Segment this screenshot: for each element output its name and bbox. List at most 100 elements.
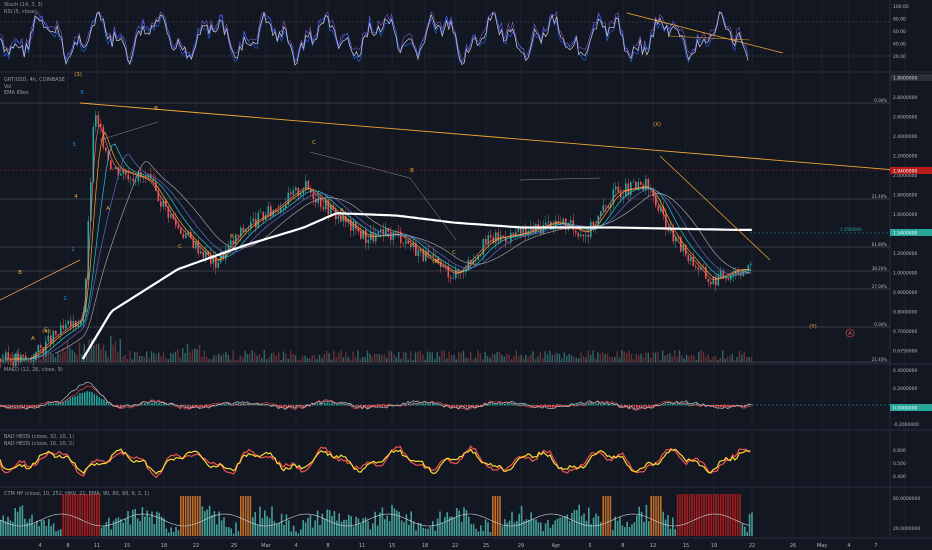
volume-bar	[251, 350, 253, 362]
volume-bar	[114, 341, 117, 362]
ctm-bar	[424, 528, 427, 536]
macd-histogram-bar	[453, 405, 456, 407]
volume-bar	[2, 353, 4, 362]
macd-histogram-bar	[504, 403, 506, 406]
ctm-bar	[242, 496, 244, 536]
volume-bar	[743, 351, 745, 362]
macd-histogram-bar	[163, 403, 165, 406]
candle-body	[275, 210, 277, 212]
bad-red-line	[0, 445, 751, 479]
volume-bar	[170, 352, 172, 362]
candle-body	[630, 182, 632, 195]
volume-bar	[201, 356, 203, 362]
time-tick-label: 5	[588, 543, 591, 549]
ctm-bar	[568, 521, 571, 536]
wave-label: (3)	[74, 72, 82, 78]
ctm-bar	[374, 511, 376, 536]
candle-body	[380, 229, 382, 232]
ctm-bar	[127, 511, 129, 536]
ctm-bar	[124, 518, 127, 536]
price-tag-red-bg	[890, 167, 932, 174]
price-tag-red: 1.9400000	[893, 169, 917, 175]
macd-histogram-bar	[492, 403, 494, 406]
volume-bar	[81, 354, 83, 362]
ctm-bar	[669, 528, 672, 536]
ctm-bar	[710, 494, 712, 536]
ctm-bar	[381, 507, 384, 536]
candle-body	[577, 232, 580, 237]
candle-body	[125, 170, 127, 175]
ctm-bar	[21, 505, 24, 536]
volume-bar	[268, 356, 270, 362]
volume-bar	[138, 355, 141, 362]
macd-histogram-bar	[693, 403, 696, 406]
ctm-axis-tick: 20.0000000	[893, 526, 920, 532]
candle-body	[55, 330, 57, 335]
macd-histogram-bar	[57, 402, 60, 406]
volume-bar	[486, 355, 489, 362]
price-pane[interactable]: 0.00% 21.40% 61.80% 38.20% 27.00% 0.00% 21.40%…	[0, 72, 932, 372]
candle-body	[140, 172, 142, 178]
candle-body	[692, 257, 695, 267]
stoch-rsi-pane[interactable]	[0, 11, 890, 66]
ctm-bar	[391, 504, 393, 536]
candle-body	[512, 232, 515, 236]
candle-body	[20, 354, 22, 362]
ctm-bar	[93, 494, 96, 536]
candle-body	[567, 222, 570, 230]
ctm-bar	[698, 494, 700, 536]
candle-body	[115, 167, 117, 170]
ctm-pane[interactable]	[0, 494, 753, 536]
ctm-bar	[650, 496, 652, 536]
time-tick-label: 4	[294, 543, 297, 549]
macd-histogram-bar	[103, 399, 105, 406]
macd-histogram-bar	[621, 405, 624, 407]
time-tick-label: May	[817, 543, 827, 549]
candle-body	[645, 178, 647, 191]
ctm-bar	[588, 507, 590, 536]
macd-histogram-bar	[532, 405, 535, 407]
candle-body	[235, 234, 237, 244]
ctm-bar	[446, 512, 448, 536]
macd-histogram-bar	[712, 405, 715, 407]
volume-bar	[47, 351, 49, 362]
volume-bar	[345, 351, 347, 362]
candle-body	[677, 236, 680, 238]
candle-body	[155, 181, 157, 191]
ctm-bar	[340, 521, 343, 536]
candle-body	[110, 160, 112, 170]
macd-histogram-bar	[364, 405, 367, 407]
candle-body	[250, 221, 252, 228]
macd-signal-line	[0, 385, 752, 411]
bad-heds-pane[interactable]	[0, 445, 751, 479]
macd-pane[interactable]	[0, 381, 890, 411]
macd-histogram-bar	[583, 404, 585, 406]
volume-bar	[575, 357, 577, 362]
ctm-bar	[532, 519, 535, 536]
macd-histogram-bar	[187, 405, 189, 407]
volume-bar	[563, 352, 565, 362]
candle-body	[540, 226, 542, 234]
macd-histogram-bar	[338, 403, 340, 406]
candle-body	[225, 249, 227, 260]
ctm-bar	[513, 522, 516, 536]
volume-bar	[470, 352, 472, 362]
macd-histogram-bar	[115, 405, 117, 407]
ctm-bar	[475, 528, 477, 536]
ctm-bar	[285, 514, 288, 536]
volume-bar	[578, 357, 580, 362]
candle-body	[127, 174, 130, 180]
macd-histogram-bar	[108, 403, 110, 406]
candle-body	[557, 220, 560, 223]
macd-axis-tick: 0.4000000	[893, 368, 917, 374]
volume-bar	[400, 358, 402, 362]
candle-body	[505, 237, 507, 243]
candle-body	[77, 324, 80, 328]
ctm-bar	[163, 518, 165, 536]
volume-bar	[626, 352, 628, 362]
candle-body	[750, 263, 752, 265]
volume-bar	[606, 353, 609, 362]
price-tag-current: 1.5400000	[893, 231, 917, 237]
macd-histogram-bar	[624, 405, 626, 407]
